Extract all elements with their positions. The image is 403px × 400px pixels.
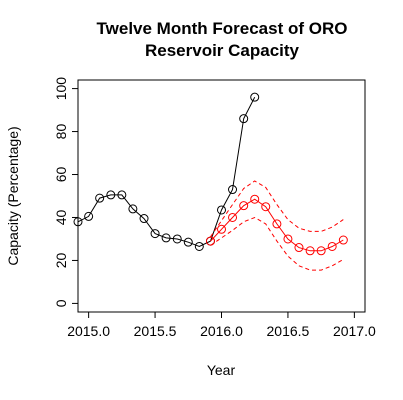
x-tick-label: 2016.0 [200, 323, 243, 339]
series-layer [74, 93, 347, 270]
x-tick-label: 2016.5 [267, 323, 310, 339]
forecast-point [339, 236, 347, 244]
y-tick-label: 20 [53, 252, 69, 268]
y-axis-title: Capacity (Percentage) [5, 126, 21, 265]
observed-line [78, 97, 255, 246]
x-axis-title: Year [207, 362, 236, 378]
y-tick-label: 80 [53, 124, 69, 140]
observed-point [251, 93, 259, 101]
lower-bound-line [211, 218, 344, 271]
x-tick-label: 2015.0 [67, 323, 110, 339]
chart-title-line-1: Twelve Month Forecast of ORO [97, 19, 348, 38]
y-tick-label: 60 [53, 167, 69, 183]
x-tick-label: 2015.5 [134, 323, 177, 339]
y-tick-label: 40 [53, 209, 69, 225]
plot-area-frame [78, 80, 365, 312]
x-axis: 2015.0 2015.5 2016.0 2016.5 2017.0 [67, 312, 376, 339]
x-tick-label: 2017.0 [333, 323, 376, 339]
chart-title-line-2: Reservoir Capacity [145, 41, 300, 60]
y-tick-label: 100 [53, 77, 69, 101]
y-tick-label: 0 [53, 299, 69, 307]
y-axis: 0 20 40 60 80 100 [53, 77, 78, 308]
upper-bound-line [211, 181, 344, 237]
